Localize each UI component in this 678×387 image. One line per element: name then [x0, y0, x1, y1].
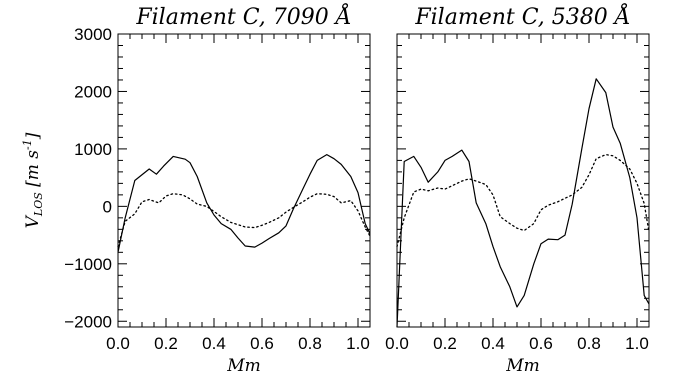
- x-tick-label: 0.4: [202, 334, 226, 353]
- y-tick-label: 3000: [74, 25, 112, 44]
- series-dotted-line: [117, 193, 371, 248]
- x-axis-label: Mm: [505, 356, 540, 376]
- y-tick-label: 0: [103, 197, 112, 216]
- y-tick-label: 2000: [74, 82, 112, 101]
- chart-title: Filament C, 5380 Å: [414, 2, 630, 30]
- series-solid-line: [117, 154, 371, 253]
- plot-frame: [117, 33, 371, 328]
- y-axis-label-part: [m s: [23, 150, 43, 193]
- y-tick-label: 1000: [74, 140, 112, 159]
- y-tick-label: −2000: [64, 312, 112, 331]
- x-tick-label: 0.6: [250, 334, 274, 353]
- y-axis-label-part: LOS: [32, 192, 45, 217]
- series-dotted-line: [396, 153, 650, 248]
- x-tick-label: 0.8: [577, 334, 601, 353]
- plot-frame: [396, 33, 650, 328]
- x-tick-label: 0.4: [481, 334, 505, 353]
- chart-title: Filament C, 7090 Å: [135, 2, 351, 30]
- y-axis-label-part: -1: [21, 139, 34, 150]
- y-axis-label-part: ]: [23, 132, 43, 140]
- x-tick-label: 0.0: [106, 334, 130, 353]
- x-tick-label: 1.0: [346, 334, 370, 353]
- x-tick-label: 0.8: [298, 334, 322, 353]
- x-tick-label: 1.0: [625, 334, 649, 353]
- panel-1: Filament C, 7090 Å 0.0 0.2 0.4 0.6 0.8 1.0 Mm 30…: [21, 2, 371, 376]
- x-tick-label: 0.2: [433, 334, 457, 353]
- x-axis-label: Mm: [226, 356, 261, 376]
- x-tick-label: 0.0: [385, 334, 409, 353]
- panel-2: Filament C, 5380 Å 0.0 0.2 0.4 0.6 0.8 1.0 Mm: [385, 2, 650, 376]
- y-axis-label-part: V: [23, 214, 43, 228]
- series-solid-line: [396, 78, 650, 328]
- x-tick-label: 0.2: [154, 334, 178, 353]
- x-tick-label: 0.6: [529, 334, 553, 353]
- y-tick-label: −1000: [64, 255, 112, 274]
- y-axis-label: VLOS [m s-1]: [21, 132, 45, 228]
